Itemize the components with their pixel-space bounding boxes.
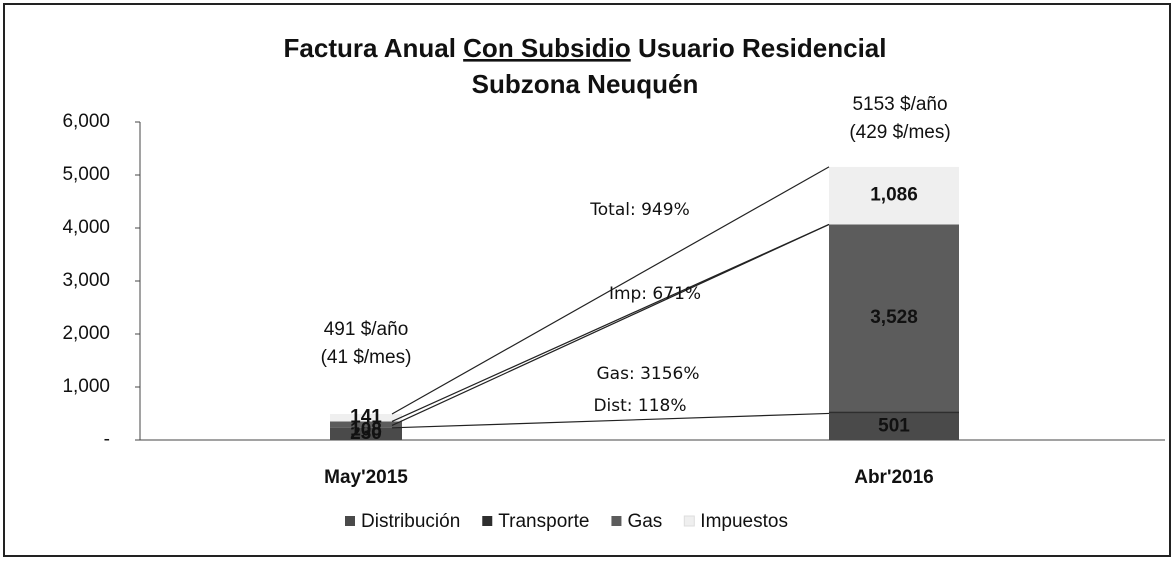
legend-label: Gas bbox=[627, 511, 662, 532]
bar-segment bbox=[330, 427, 402, 428]
y-tick-label: 2,000 bbox=[62, 323, 110, 344]
data-label: 3,528 bbox=[870, 307, 918, 328]
total-label: (429 $/mes) bbox=[849, 122, 950, 143]
y-tick-label: 4,000 bbox=[62, 217, 110, 238]
connector bbox=[391, 412, 830, 429]
bar-segment bbox=[829, 224, 959, 412]
legend-swatch bbox=[345, 516, 355, 526]
x-tick-label: Abr'2016 bbox=[854, 467, 934, 488]
title-part: Usuario Residencial bbox=[638, 33, 887, 63]
y-tick-label: 3,000 bbox=[62, 270, 110, 291]
y-tick-label: 1,000 bbox=[62, 376, 110, 397]
annotation: Total: 949% bbox=[589, 200, 689, 220]
annotation: Gas: 3156% bbox=[597, 364, 700, 384]
x-tick-label: May'2015 bbox=[324, 467, 408, 488]
data-label: 1,086 bbox=[870, 185, 918, 206]
bar-segment bbox=[829, 166, 959, 225]
legend-swatch bbox=[611, 516, 622, 526]
legend-swatch bbox=[482, 516, 493, 526]
bar-segment bbox=[330, 413, 402, 422]
annotation: Imp: 671% bbox=[609, 284, 701, 304]
legend-swatch bbox=[683, 515, 695, 527]
bar-segment bbox=[330, 421, 402, 428]
data-label: 141 bbox=[350, 407, 382, 428]
y-tick-label: - bbox=[104, 429, 110, 450]
data-label: 230 bbox=[350, 423, 382, 444]
y-tick-label: 6,000 bbox=[62, 111, 110, 132]
annotation: Dist: 118% bbox=[593, 396, 686, 416]
data-label: 501 bbox=[878, 416, 910, 437]
legend-label: Impuestos bbox=[700, 511, 788, 532]
chart-subtitle: Subzona Neuquén bbox=[472, 69, 699, 99]
chart-title: Factura Anual Con Subsidio Usuario Resid… bbox=[284, 33, 887, 63]
connector bbox=[391, 223, 830, 422]
total-label: 5153 $/año bbox=[852, 94, 947, 115]
connector bbox=[391, 166, 830, 415]
total-label: (41 $/mes) bbox=[321, 347, 412, 368]
data-label: 108 bbox=[350, 419, 382, 440]
chart-frame bbox=[3, 3, 1171, 557]
connector bbox=[391, 223, 830, 426]
legend-label: Transporte bbox=[498, 511, 589, 532]
legend-label: Distribución bbox=[361, 511, 460, 532]
title-part: Con Subsidio bbox=[463, 33, 631, 63]
bar-segment bbox=[829, 413, 959, 440]
title-part: Factura Anual bbox=[284, 33, 456, 63]
total-label: 491 $/año bbox=[324, 319, 409, 340]
bar-segment bbox=[829, 411, 959, 414]
bar-segment bbox=[330, 427, 402, 440]
y-tick-label: 5,000 bbox=[62, 164, 110, 185]
